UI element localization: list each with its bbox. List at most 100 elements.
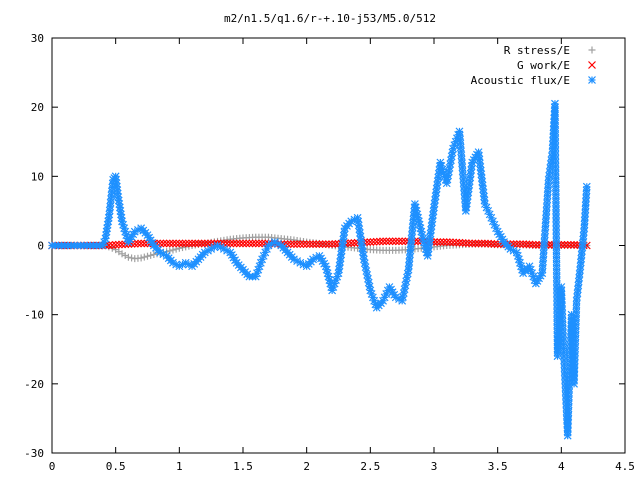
data-point [140, 253, 148, 261]
axis-ticks: 0 0.5 1 1.5 2 2.5 3 3.5 4 4.5 -30 -20 -10 0 10 20 30 [24, 32, 635, 473]
data-point [484, 239, 493, 248]
data-point [137, 254, 145, 262]
data-point [331, 240, 340, 248]
x-tick-label: 3 [431, 460, 438, 473]
data-point [150, 250, 158, 258]
data-point [328, 240, 337, 249]
data-point [563, 240, 572, 249]
data-point [181, 239, 190, 248]
data-point [385, 237, 394, 246]
data-point [570, 240, 578, 249]
data-point [439, 238, 448, 246]
data-point [197, 239, 206, 248]
data-point [104, 241, 113, 250]
data-point [540, 234, 549, 243]
data-point [335, 265, 343, 274]
legend-marker [588, 76, 596, 84]
data-point [223, 239, 232, 248]
x-tick-label: 3.5 [488, 460, 508, 473]
data-point [477, 170, 486, 179]
data-point [347, 239, 356, 248]
data-point [461, 239, 470, 248]
x-tick-label: 0 [49, 460, 56, 473]
data-point [162, 239, 171, 248]
data-point [235, 239, 244, 248]
data-point [366, 238, 375, 246]
data-point [445, 238, 454, 247]
data-point [347, 217, 356, 226]
data-point [184, 239, 193, 248]
data-point [485, 210, 494, 219]
data-point [455, 238, 464, 247]
data-point [531, 240, 540, 249]
data-point [124, 253, 132, 261]
data-point [290, 255, 298, 264]
data-point [474, 239, 483, 248]
data-point [309, 240, 317, 249]
data-point [169, 246, 177, 254]
data-point [156, 248, 165, 257]
data-point [229, 239, 238, 248]
data-point [477, 239, 486, 248]
x-tick-label: 4 [558, 460, 565, 473]
data-point [406, 246, 415, 255]
data-point [305, 240, 314, 249]
data-point [372, 237, 381, 246]
y-tick-label: 10 [31, 170, 44, 183]
data-point [436, 238, 445, 246]
data-point [229, 253, 238, 262]
data-point [382, 237, 391, 246]
data-point [165, 239, 174, 248]
data-point [312, 240, 321, 249]
data-point [388, 237, 397, 246]
data-point [262, 245, 271, 253]
data-point [114, 240, 123, 249]
legend-label: G work/E [517, 59, 570, 72]
data-point [159, 239, 168, 248]
data-point [350, 238, 359, 247]
x-tick-label: 2.5 [360, 460, 380, 473]
data-point [232, 239, 241, 248]
data-point [379, 237, 387, 246]
x-tick-label: 4.5 [615, 460, 635, 473]
data-point [140, 239, 149, 248]
data-point [254, 239, 263, 248]
data-point [564, 423, 572, 432]
data-point [487, 239, 496, 248]
data-point [375, 237, 384, 246]
x-tick-label: 1.5 [233, 460, 253, 473]
data-point [172, 239, 181, 248]
data-point [391, 237, 400, 246]
data-point [449, 238, 458, 247]
data-point [452, 238, 461, 247]
data-point [525, 240, 534, 249]
legend: R stress/E G work/E Acoustic flux/E [471, 44, 596, 87]
data-point [565, 392, 573, 401]
data-point [175, 239, 184, 248]
data-point [490, 240, 499, 248]
data-point [134, 239, 142, 248]
data-point [147, 251, 155, 259]
data-point [226, 239, 235, 248]
data-point [433, 238, 442, 246]
data-point [299, 240, 308, 249]
y-tick-label: -10 [24, 309, 44, 322]
legend-label: R stress/E [504, 44, 570, 57]
data-point [391, 293, 400, 302]
data-point [321, 240, 330, 249]
data-point [194, 239, 203, 248]
data-point [560, 240, 569, 249]
data-point [179, 244, 187, 252]
data-point [522, 240, 531, 249]
data-point [398, 237, 407, 246]
data-point [471, 239, 480, 248]
data-point [204, 239, 212, 248]
y-tick-label: 20 [31, 101, 44, 114]
chart-title: m2/n1.5/q1.6/r-+.10-j53/M5.0/512 [224, 12, 436, 25]
data-point [188, 239, 196, 248]
x-tick-label: 1 [176, 460, 183, 473]
data-point [302, 240, 311, 249]
x-tick-label: 2 [303, 460, 310, 473]
data-point [245, 239, 254, 248]
